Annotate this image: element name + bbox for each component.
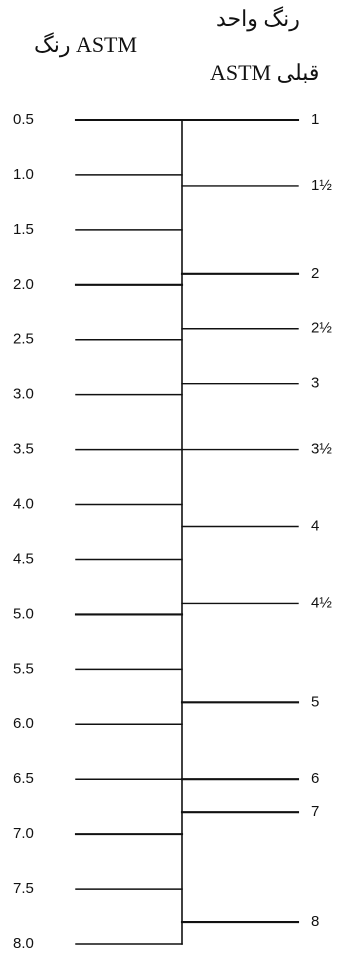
right-scale-header-line2: ASTM قبلی bbox=[210, 60, 320, 85]
right-scale-tick-label: 2½ bbox=[311, 320, 332, 337]
left-scale-tick-label: 4.5 bbox=[13, 550, 34, 567]
left-scale-tick-label: 6.0 bbox=[13, 715, 34, 732]
right-scale-tick-label: 4 bbox=[311, 517, 319, 534]
right-scale-tick-label: 2 bbox=[311, 265, 319, 282]
left-scale-tick-label: 7.0 bbox=[13, 825, 34, 842]
left-scale-tick-label: 0.5 bbox=[13, 111, 34, 128]
left-scale-tick-label: 2.0 bbox=[13, 276, 34, 293]
left-scale-tick-label: 1.0 bbox=[13, 166, 34, 183]
left-scale-tick-label: 5.0 bbox=[13, 605, 34, 622]
right-scale-tick-label: 8 bbox=[311, 913, 319, 930]
left-scale-header: رنگ ASTM bbox=[34, 32, 138, 57]
left-scale-tick-label: 3.5 bbox=[13, 441, 34, 458]
left-scale-tick-label: 2.5 bbox=[13, 331, 34, 348]
left-scale-tick-label: 6.5 bbox=[13, 770, 34, 787]
right-scale-tick-label: 7 bbox=[311, 803, 319, 820]
right-scale-header-line1: رنگ واحد bbox=[216, 6, 300, 31]
left-scale-tick-label: 4.0 bbox=[13, 496, 34, 513]
right-scale-tick-label: 4½ bbox=[311, 594, 332, 611]
right-scale-tick-label: 6 bbox=[311, 770, 319, 787]
left-scale-tick-label: 8.0 bbox=[13, 935, 34, 952]
left-scale-tick-label: 3.0 bbox=[13, 386, 34, 403]
right-scale-tick-label: 3 bbox=[311, 375, 319, 392]
right-scale-tick-label: 5 bbox=[311, 693, 319, 710]
left-scale-tick-label: 5.5 bbox=[13, 660, 34, 677]
left-scale-tick-label: 1.5 bbox=[13, 221, 34, 238]
right-scale-tick-label: 3½ bbox=[311, 441, 332, 458]
left-scale-tick-label: 7.5 bbox=[13, 880, 34, 897]
right-scale-tick-label: 1½ bbox=[311, 177, 332, 194]
right-scale-tick-label: 1 bbox=[311, 111, 319, 128]
